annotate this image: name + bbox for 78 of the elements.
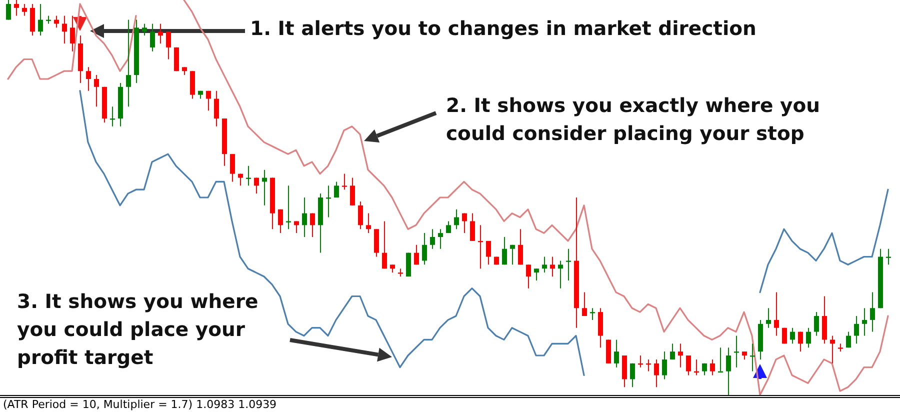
candlestick [294,220,299,234]
candlestick [854,316,859,344]
candlestick [214,90,219,127]
candlestick [454,208,459,230]
candlestick [462,212,467,234]
text: (ATR Period = 10, Multiplier = 1.7) 1.0983 1.0939 [3,398,277,411]
candlestick [510,244,515,266]
candlestick [150,23,155,52]
candlestick [422,232,427,266]
candlestick [686,355,691,376]
candlestick [438,228,443,250]
candlestick [566,248,571,281]
candlestick [342,173,347,190]
candlestick [870,292,875,332]
candlestick [166,31,171,60]
candlestick [678,343,683,368]
candlestick [278,208,283,234]
candlestick [38,3,43,36]
candlestick [526,264,531,289]
candlestick [502,236,507,266]
candlestick [158,23,163,44]
candlestick [414,244,419,266]
candlestick [774,292,779,336]
annotation: 2. It shows you exactly where you could consider placing your stop [446,93,821,147]
candlestick [470,212,475,242]
candlestick [598,308,603,348]
candlestick [286,185,291,230]
candlestick [14,0,19,16]
annotation: 3. It shows you where you could place your profit target [17,289,260,371]
candlestick [22,3,27,16]
candlestick [190,70,195,100]
candlestick [62,15,67,44]
candlestick [518,228,523,266]
candlestick [382,220,387,270]
candlestick [710,358,715,376]
candlestick [94,74,99,108]
candlestick [614,339,619,368]
annotation: 1. It alerts you to changes in market direction [250,16,758,42]
candlestick [374,228,379,258]
candlestick [550,256,555,277]
candlestick [366,212,371,234]
candlestick [654,358,659,388]
candlestick [534,268,539,281]
candlestick [6,0,11,20]
candlestick [142,23,147,36]
candlestick [230,154,235,182]
candlestick [302,197,307,238]
candlestick [350,177,355,206]
candlestick [806,327,811,348]
candlestick [766,308,771,328]
candlestick [30,3,35,36]
candlestick [542,256,547,274]
candlestick [70,15,75,52]
candlestick [622,355,627,388]
candlestick [590,308,595,320]
candlestick [822,296,827,344]
candlestick [582,292,587,316]
candlestick [430,228,435,250]
candlestick [670,343,675,360]
candlestick [486,240,491,266]
candlestick [830,335,835,364]
candlestick [734,335,739,368]
candlestick [86,66,91,92]
candlestick [814,312,819,336]
candlestick [334,181,339,198]
candlestick [310,212,315,238]
candlestick [206,90,211,112]
candlestick [798,331,803,352]
candlestick [254,177,259,194]
candlestick [558,260,563,289]
candlestick [726,347,731,395]
candlestick [126,19,131,108]
candlestick [862,308,867,336]
candlestick [358,200,363,230]
candlestick [662,351,667,380]
candlestick [846,331,851,348]
candlestick [790,327,795,344]
candlestick [630,362,635,388]
